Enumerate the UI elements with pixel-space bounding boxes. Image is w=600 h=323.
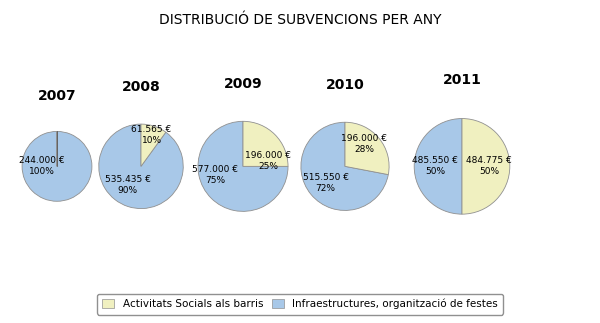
Text: 515.550 €
72%: 515.550 € 72% [303,173,349,193]
Text: 2011: 2011 [443,73,481,87]
Text: 2010: 2010 [326,78,364,92]
Text: 196.000 €
25%: 196.000 € 25% [245,151,292,171]
Text: 2008: 2008 [122,80,160,94]
Wedge shape [141,124,166,166]
Wedge shape [301,122,388,211]
Text: 244.000 €
100%: 244.000 € 100% [19,156,65,176]
Text: 2007: 2007 [38,89,76,103]
Wedge shape [22,131,92,201]
Text: 196.000 €
28%: 196.000 € 28% [341,134,387,154]
Text: DISTRIBUCIÓ DE SUBVENCIONS PER ANY: DISTRIBUCIÓ DE SUBVENCIONS PER ANY [159,13,441,27]
Text: 484.775 €
50%: 484.775 € 50% [466,156,512,176]
Legend: Activitats Socials als barris, Infraestructures, organització de festes: Activitats Socials als barris, Infraestr… [97,294,503,315]
Wedge shape [198,121,288,211]
Wedge shape [99,124,183,209]
Wedge shape [345,122,389,175]
Wedge shape [414,119,462,214]
Text: 577.000 €
75%: 577.000 € 75% [192,165,238,185]
Text: 535.435 €
90%: 535.435 € 90% [105,175,151,195]
Wedge shape [243,121,288,166]
Wedge shape [462,119,510,214]
Text: 2009: 2009 [224,77,262,91]
Text: 485.550 €
50%: 485.550 € 50% [412,156,458,176]
Text: 61.565 €
10%: 61.565 € 10% [131,125,172,145]
